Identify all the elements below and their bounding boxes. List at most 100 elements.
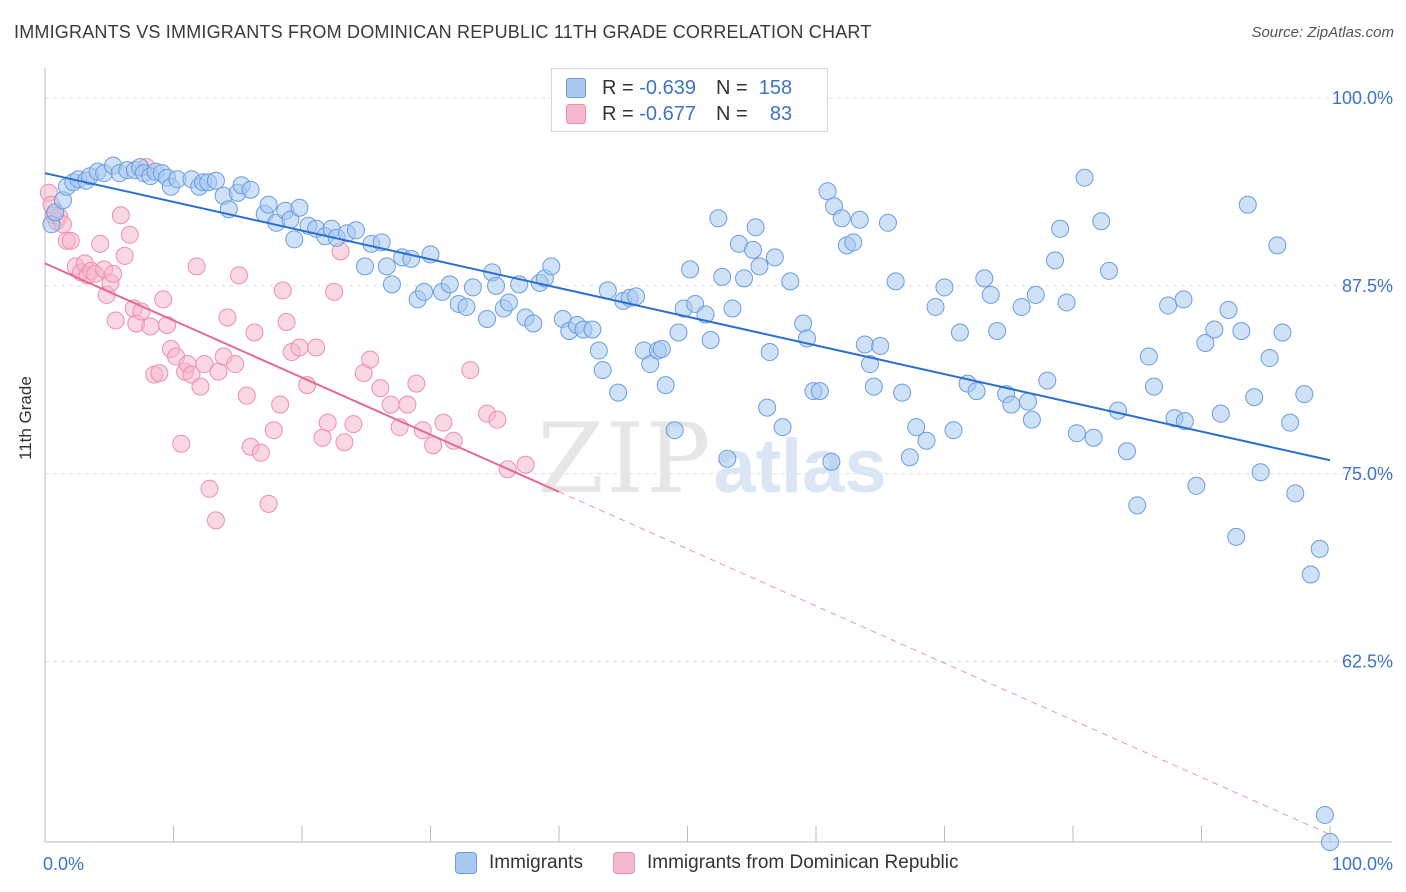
immigrants-point (1099, 261, 1118, 280)
immigrants-point (285, 230, 304, 249)
dominican-point (307, 338, 326, 357)
dominican-trend-line (44, 262, 560, 493)
immigrants-point (1117, 442, 1136, 461)
immigrants-point (718, 449, 737, 468)
legend-item-immigrants[interactable]: Immigrants (455, 852, 583, 874)
immigrants-point (1046, 251, 1065, 270)
immigrants-point (975, 269, 994, 288)
immigrants-point (1159, 296, 1178, 315)
immigrants-point (1205, 320, 1224, 339)
dominican-point (335, 433, 354, 452)
immigrants-point (665, 421, 684, 440)
legend-item-dominican[interactable]: Immigrants from Dominican Republic (612, 852, 958, 874)
immigrants-point (871, 337, 890, 356)
y-tick-label: 87.5% (1342, 276, 1393, 296)
immigrants-point (855, 335, 874, 354)
immigrants-point (1281, 413, 1300, 432)
immigrants-point (355, 257, 374, 276)
immigrants-point (723, 299, 742, 318)
immigrants-point (478, 309, 497, 328)
dominican-point (273, 281, 292, 300)
immigrants-point (981, 285, 1000, 304)
immigrants-point (1051, 219, 1070, 238)
watermark-zip: ZIP (537, 403, 712, 515)
n-label: N = (715, 76, 748, 99)
dominican-point (154, 290, 173, 309)
dominican-swatch (566, 104, 586, 124)
immigrants-point (886, 272, 905, 291)
immigrants-point (781, 272, 800, 291)
dominican-point (226, 355, 245, 374)
immigrants-point (593, 361, 612, 380)
immigrants-point (900, 448, 919, 467)
dominican-point (195, 355, 214, 374)
immigrants-point (746, 218, 765, 237)
immigrants-point (542, 257, 561, 276)
legend-label: Immigrants (489, 852, 583, 873)
dominican-point (461, 361, 480, 380)
stats-row-dominican: R = -0.677 N = 83 (566, 102, 792, 126)
immigrants-point (1238, 195, 1257, 214)
r-value: -0.639 (639, 76, 696, 99)
immigrants-point (1310, 539, 1329, 558)
dominican-point (325, 282, 344, 301)
stats-row-immigrants: R = -0.639 N = 158 (566, 76, 792, 100)
dominican-point (407, 374, 426, 393)
dominican-point (318, 413, 337, 432)
immigrants-point (1174, 290, 1193, 309)
immigrants-point (377, 257, 396, 276)
dominican-point (230, 266, 249, 285)
y-tick-label: 100.0% (1332, 88, 1393, 108)
immigrants-point (415, 282, 434, 301)
dominican-point (398, 395, 417, 414)
immigrants-point (499, 293, 518, 312)
immigrants-point (463, 278, 482, 297)
dominican-point (150, 364, 169, 383)
dominican-point (206, 511, 225, 530)
immigrants-point (1251, 463, 1270, 482)
immigrants-point (773, 418, 792, 437)
dominican-point (361, 350, 380, 369)
immigrants-swatch (566, 78, 586, 98)
immigrants-point (1187, 476, 1206, 495)
immigrants-point (1038, 371, 1057, 390)
x-tick-label: 0.0% (43, 854, 84, 874)
y-tick-label: 75.0% (1342, 464, 1393, 484)
chart-title: IMMIGRANTS VS IMMIGRANTS FROM DOMINICAN … (14, 22, 872, 42)
immigrants-point (917, 431, 936, 450)
immigrants-point (1128, 496, 1147, 515)
immigrants-point (950, 323, 969, 342)
zipatlas-watermark: ZIP atlas (537, 403, 886, 515)
immigrants-swatch (455, 852, 477, 874)
dominican-point (344, 415, 363, 434)
dominican-point (516, 455, 535, 474)
immigrants-point (794, 314, 813, 333)
dominican-point (259, 494, 278, 513)
dominican-point (245, 323, 264, 342)
dominican-point (434, 413, 453, 432)
dominican-point (371, 379, 390, 398)
immigrants-point (627, 287, 646, 306)
n-value: 83 (769, 102, 793, 125)
immigrants-point (765, 248, 784, 267)
immigrants-point (988, 321, 1007, 340)
immigrants-point (1286, 484, 1305, 503)
immigrants-point (346, 221, 365, 240)
immigrants-point (1084, 428, 1103, 447)
dominican-point (200, 479, 219, 498)
immigrants-point (832, 209, 851, 228)
dominican-point (141, 317, 160, 336)
immigrants-point (1002, 395, 1021, 414)
immigrants-point (1067, 424, 1086, 443)
dominican-point (251, 443, 270, 462)
immigrants-point (926, 297, 945, 316)
dominican-point (120, 225, 139, 244)
trend-lines (44, 172, 1331, 835)
immigrants-point (810, 382, 829, 401)
immigrants-point (735, 269, 754, 288)
dominican-point (104, 264, 123, 283)
immigrants-point (457, 297, 476, 316)
series-legend: Immigrants Immigrants from Dominican Rep… (455, 852, 988, 874)
dominican-points (39, 158, 535, 530)
source-credit: Source: ZipAtlas.com (1251, 24, 1394, 41)
